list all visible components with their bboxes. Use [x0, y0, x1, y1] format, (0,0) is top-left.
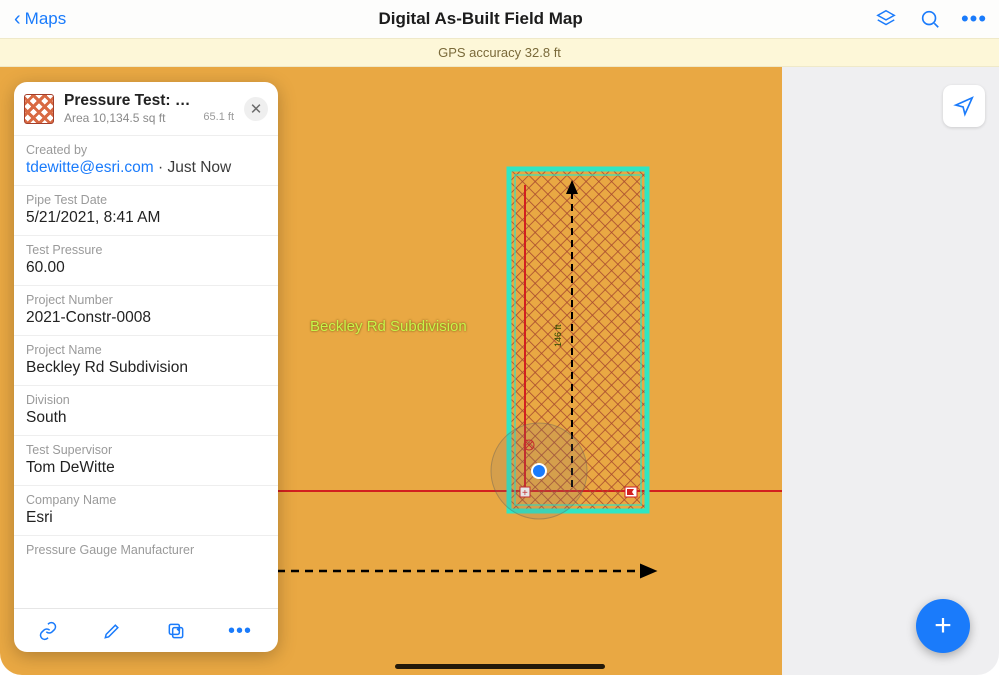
field-value: South: [26, 409, 266, 427]
field-label: Pipe Test Date: [26, 193, 266, 207]
field-value: Tom DeWitte: [26, 459, 266, 477]
field-created-by: Created by tdewitte@esri.com · Just Now: [14, 135, 278, 185]
created-by-user-link[interactable]: tdewitte@esri.com: [26, 159, 154, 176]
search-icon[interactable]: [919, 8, 941, 30]
attribute-field: Test Pressure 60.00: [14, 235, 278, 285]
close-icon: ✕: [250, 100, 263, 118]
chevron-left-icon: ‹: [14, 9, 21, 29]
field-value: 60.00: [26, 259, 266, 277]
header-actions: •••: [875, 8, 985, 30]
feature-symbol-swatch: [24, 94, 54, 124]
add-feature-button[interactable]: +: [916, 599, 970, 653]
gps-accuracy-text: GPS accuracy 32.8 ft: [438, 45, 561, 60]
plus-icon: +: [934, 609, 952, 643]
copy-icon[interactable]: [156, 621, 196, 641]
layers-icon[interactable]: [875, 8, 897, 30]
map-feature-length-label: 146 ft: [553, 324, 563, 347]
page-title: Digital As-Built Field Map: [378, 9, 582, 29]
panel-subtitle: Area 10,134.5 sq ft: [64, 111, 193, 125]
locate-button[interactable]: [943, 85, 985, 127]
attribute-field: Pressure Gauge Manufacturer: [14, 535, 278, 567]
attribute-field: Project Name Beckley Rd Subdivision: [14, 335, 278, 385]
panel-close-button[interactable]: ✕: [244, 97, 268, 121]
panel-body[interactable]: Created by tdewitte@esri.com · Just Now …: [14, 135, 278, 608]
home-indicator: [395, 664, 605, 669]
field-label: Project Name: [26, 343, 266, 357]
attribute-field: Company Name Esri: [14, 485, 278, 535]
field-label: Created by: [26, 143, 266, 157]
feature-panel: Pressure Test: Beckley R… Area 10,134.5 …: [14, 82, 278, 652]
attribute-field: Test Supervisor Tom DeWitte: [14, 435, 278, 485]
panel-header: Pressure Test: Beckley R… Area 10,134.5 …: [14, 82, 278, 135]
map-marker-end: [625, 487, 637, 497]
field-value: Beckley Rd Subdivision: [26, 359, 266, 377]
link-icon[interactable]: [28, 621, 68, 641]
gps-accuracy-bar: GPS accuracy 32.8 ft: [0, 38, 999, 67]
attribute-field: Pipe Test Date 5/21/2021, 8:41 AM: [14, 185, 278, 235]
field-label: Test Supervisor: [26, 443, 266, 457]
app-header: ‹ Maps Digital As-Built Field Map •••: [0, 0, 999, 38]
field-label: Division: [26, 393, 266, 407]
panel-distance: 65.1 ft: [203, 111, 234, 123]
attribute-field: Division South: [14, 385, 278, 435]
field-label: Test Pressure: [26, 243, 266, 257]
field-label: Project Number: [26, 293, 266, 307]
field-label: Pressure Gauge Manufacturer: [26, 543, 266, 557]
panel-footer: •••: [14, 608, 278, 652]
created-by-when: Just Now: [168, 159, 232, 176]
map-canvas[interactable]: 146 ft + Beckley Rd Subdivision +: [0, 67, 999, 675]
back-label: Maps: [25, 9, 67, 29]
field-value: 5/21/2021, 8:41 AM: [26, 209, 266, 227]
field-label: Company Name: [26, 493, 266, 507]
panel-title: Pressure Test: Beckley R…: [64, 92, 193, 110]
back-button[interactable]: ‹ Maps: [14, 9, 66, 29]
field-value: 2021-Constr-0008: [26, 309, 266, 327]
map-label-subdivision: Beckley Rd Subdivision: [310, 318, 467, 335]
more-icon[interactable]: •••: [963, 8, 985, 30]
location-puck: [491, 423, 587, 519]
edit-icon[interactable]: [92, 621, 132, 641]
attribute-field: Project Number 2021-Constr-0008: [14, 285, 278, 335]
field-value: Esri: [26, 509, 266, 527]
